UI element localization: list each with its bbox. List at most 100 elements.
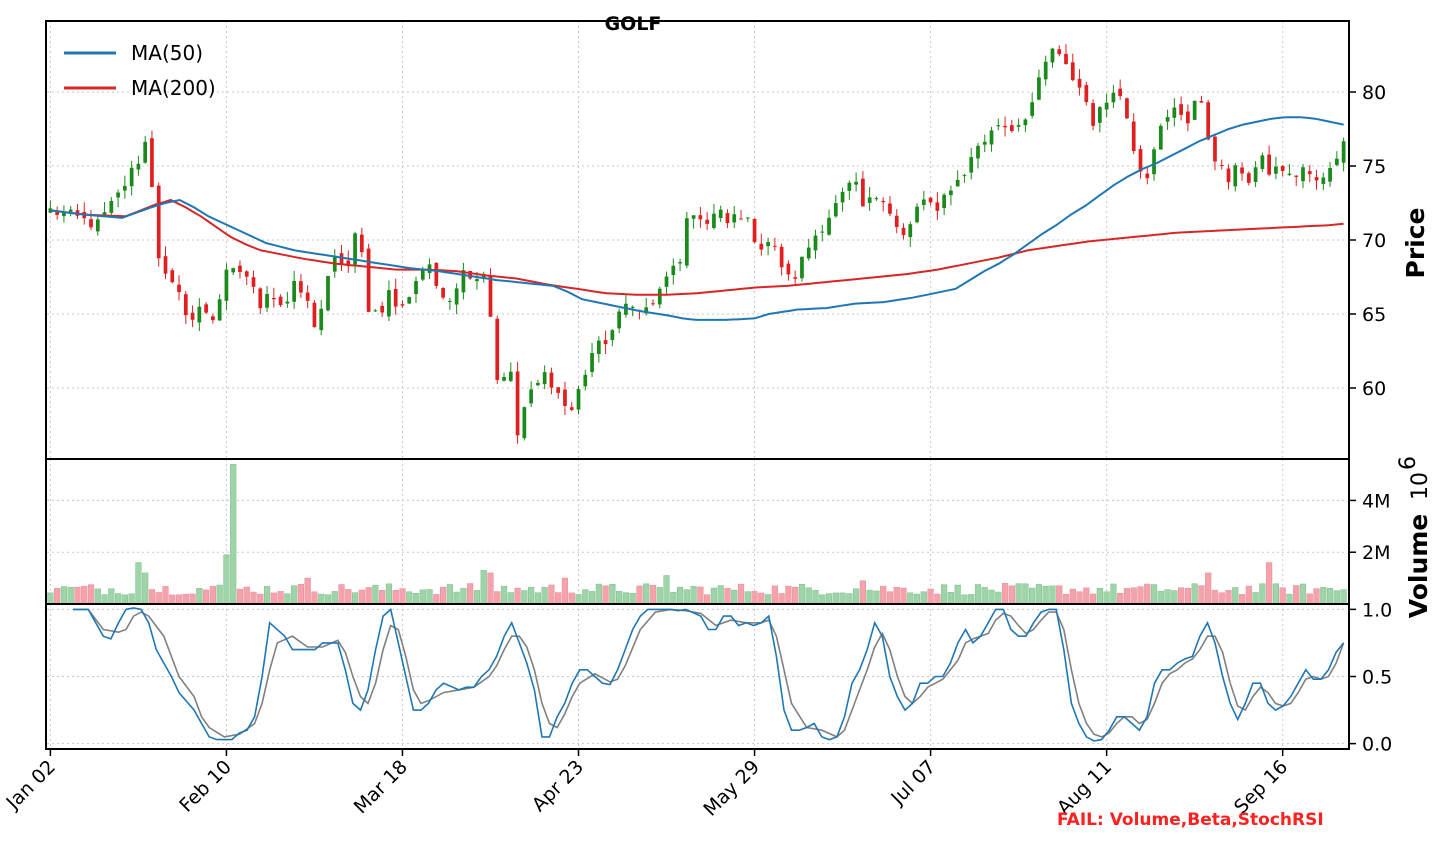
candle-body <box>1307 171 1312 175</box>
candle-body <box>346 260 351 267</box>
candle-body <box>454 288 459 305</box>
stochrsi-tick-label: 0.5 <box>1362 667 1392 689</box>
volume-bar <box>1205 572 1212 605</box>
date-tick-label: Apr 23 <box>528 756 588 816</box>
candle-body <box>1104 102 1109 110</box>
stochrsi-k-line <box>73 607 1345 742</box>
date-tick-label: Jan 02 <box>2 756 60 814</box>
stochrsi-series <box>73 607 1345 742</box>
candle-body <box>278 296 283 306</box>
candle-body <box>1125 98 1129 119</box>
candle-body <box>1287 173 1292 176</box>
volume-bar <box>1279 587 1286 605</box>
candle-body <box>150 138 154 187</box>
volume-bar <box>203 589 210 605</box>
volume-bar <box>270 592 277 605</box>
candle-body <box>1199 101 1204 103</box>
candle-body <box>712 213 716 228</box>
candle-body <box>1016 125 1021 127</box>
candle-body <box>745 217 750 219</box>
candle-body <box>1328 167 1332 182</box>
volume-bar <box>913 593 921 605</box>
candle-body <box>1246 173 1251 183</box>
volume-bar <box>1015 583 1022 605</box>
volume-bar <box>1090 593 1097 605</box>
candle-body <box>292 280 296 302</box>
candle-body <box>1233 165 1238 187</box>
candle-body <box>698 215 703 220</box>
volume-bar <box>588 591 596 605</box>
candle-body <box>62 212 66 217</box>
volume-bar <box>595 583 602 605</box>
volume-bar <box>1313 588 1320 605</box>
candle-body <box>827 217 831 235</box>
volume-bar <box>771 585 778 605</box>
candle-body <box>1023 119 1028 126</box>
candle-body <box>861 178 865 207</box>
volume-bar <box>947 592 954 605</box>
volume-bar <box>392 590 399 605</box>
volume-bar <box>643 583 650 605</box>
candle-body <box>373 310 378 312</box>
volume-bar <box>94 588 101 605</box>
volume-bar <box>907 592 914 605</box>
volume-bar <box>731 589 738 605</box>
volume-bar <box>859 580 866 605</box>
volume-bar <box>704 594 711 605</box>
volume-bar <box>1130 587 1137 605</box>
volume-bar <box>792 586 799 605</box>
volume-bar <box>548 584 555 605</box>
candle-body <box>1009 125 1014 132</box>
candle-body <box>610 330 615 340</box>
volume-bar <box>629 592 636 605</box>
volume-bar <box>1062 594 1070 605</box>
candle-body <box>441 288 445 298</box>
volume-bar <box>649 584 657 605</box>
candle-body <box>915 206 919 223</box>
candle-body <box>867 197 872 203</box>
candle-body <box>359 234 364 253</box>
volume-bar <box>670 592 677 605</box>
volume-bar <box>196 588 203 605</box>
candle-body <box>170 270 175 283</box>
candle-body <box>434 262 439 286</box>
volume-bar <box>108 588 115 605</box>
volume-bar <box>805 587 812 605</box>
candle-body <box>380 305 385 313</box>
candle-body <box>231 268 236 273</box>
candle-body <box>603 340 608 345</box>
volume-bar <box>304 577 311 605</box>
volume-bar <box>379 589 386 605</box>
candle-body <box>1050 48 1055 63</box>
volume-bar <box>1259 583 1266 605</box>
volume-bar <box>1123 588 1131 605</box>
volume-bar <box>988 589 995 605</box>
candle-body <box>739 218 743 220</box>
volume-bar-series <box>47 463 1347 605</box>
volume-bar <box>1008 585 1015 605</box>
legend-label-ma200: MA(200) <box>131 76 216 100</box>
candle-body <box>326 275 330 311</box>
volume-bar <box>87 584 95 605</box>
candle-body <box>1179 104 1183 115</box>
candle-body <box>928 197 933 203</box>
candle-body <box>969 157 974 173</box>
candle-body <box>840 191 845 203</box>
volume-bar <box>1293 585 1300 605</box>
candle-body <box>894 215 899 228</box>
candle-body <box>1267 154 1271 175</box>
volume-bar <box>981 587 988 605</box>
volume-bar <box>1198 585 1205 605</box>
volume-bar <box>697 586 704 605</box>
volume-bar <box>541 586 548 605</box>
volume-bar <box>1069 588 1076 605</box>
candle-body <box>989 130 994 145</box>
price-axis-title: Price <box>1401 208 1430 279</box>
candle-body <box>1165 117 1170 122</box>
volume-bar <box>1320 587 1327 605</box>
volume-bar <box>1252 592 1259 605</box>
volume-bar <box>690 585 697 605</box>
volume-bar <box>839 592 846 605</box>
volume-bar <box>1137 586 1144 605</box>
volume-bar <box>819 594 826 605</box>
